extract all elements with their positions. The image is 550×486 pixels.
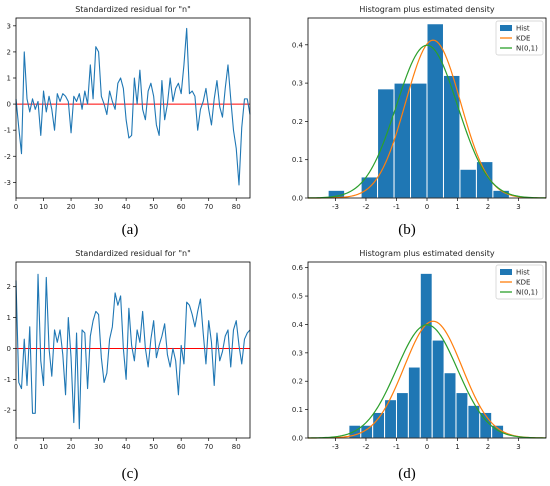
panel-d-histogram-chart: Histogram plus estimated density Hist KDE N… <box>292 249 547 451</box>
legend-label: KDE <box>516 35 530 43</box>
y-tick-label: 0.4 <box>292 41 304 49</box>
y-tick-label: 0.4 <box>292 321 304 329</box>
histogram-bar <box>372 411 386 439</box>
legend-label: Hist <box>516 269 530 277</box>
x-tick-label: -1 <box>393 443 400 451</box>
legend: Hist KDE N(0,1) <box>495 20 544 56</box>
y-tick-label: 3 <box>7 22 11 30</box>
x-tick-label: 30 <box>94 203 103 211</box>
x-tick-label: 50 <box>149 203 158 211</box>
y-tick-label: 0 <box>7 345 11 353</box>
panel-c-residual-chart: Standardized residual for "n"0 10 20 30 40 50… <box>4 249 251 451</box>
y-tick-label: 0.3 <box>292 349 303 357</box>
x-tick-label: 50 <box>149 443 158 451</box>
histogram-bar <box>431 339 445 439</box>
histogram-bar <box>410 82 428 199</box>
y-tick-label: 1 <box>7 314 11 322</box>
kde-curve <box>307 39 547 199</box>
residual-series-line <box>15 27 251 186</box>
y-tick-label: 0.3 <box>292 80 303 88</box>
histogram-bar <box>442 74 461 199</box>
legend-label: KDE <box>516 279 530 287</box>
kde-curve <box>308 320 547 439</box>
histogram-bar <box>443 372 457 439</box>
histogram-bar <box>407 366 421 439</box>
histogram-bar <box>419 272 433 439</box>
x-tick-label: 1 <box>455 443 459 451</box>
x-tick-label: 40 <box>122 443 131 451</box>
y-tick-label: 0.0 <box>292 435 303 443</box>
x-tick-label: -3 <box>332 203 339 211</box>
y-tick-label: 0.1 <box>292 156 303 164</box>
x-tick-label: -2 <box>362 203 369 211</box>
panel-a-residual-chart: Standardized residual for "n"0 10 20 30 40 50… <box>4 5 251 211</box>
x-tick-label: 10 <box>39 203 48 211</box>
histogram-bar <box>459 168 477 199</box>
x-tick-label: 20 <box>67 443 76 451</box>
x-tick-label: -3 <box>332 443 339 451</box>
y-tick-label: -1 <box>4 127 11 135</box>
histogram-bar <box>395 392 409 439</box>
y-tick-label: 0 <box>7 101 11 109</box>
caption-d: (d) <box>398 466 416 482</box>
y-tick-label: -1 <box>4 376 11 384</box>
y-tick-label: 0.6 <box>292 264 304 272</box>
chart-title: Histogram plus estimated density <box>359 5 495 14</box>
x-tick-label: 20 <box>67 203 76 211</box>
y-tick-label: -3 <box>4 179 11 187</box>
legend-label: Hist <box>516 25 530 33</box>
x-tick-label: 0 <box>14 443 18 451</box>
residual-series-line <box>15 273 251 430</box>
y-tick-label: 0.1 <box>292 406 303 414</box>
x-tick-label: 0 <box>425 443 429 451</box>
x-tick-label: 80 <box>232 203 241 211</box>
x-tick-label: -1 <box>393 203 400 211</box>
histogram-bar <box>377 88 395 199</box>
legend-label: N(0,1) <box>516 289 538 297</box>
histogram-bar <box>455 392 469 439</box>
x-tick-label: 30 <box>94 443 103 451</box>
y-tick-label: 2 <box>7 48 11 56</box>
x-tick-label: 70 <box>204 443 213 451</box>
legend-label: N(0,1) <box>516 45 538 53</box>
legend-swatch-hist <box>500 25 512 31</box>
axes-frame <box>15 17 251 199</box>
chart-title: Standardized residual for "n" <box>75 249 191 258</box>
x-tick-label: 60 <box>177 203 186 211</box>
x-tick-label: 60 <box>177 443 186 451</box>
chart-title: Histogram plus estimated density <box>359 249 495 258</box>
y-tick-label: 0.2 <box>292 378 303 386</box>
x-tick-label: 40 <box>122 203 131 211</box>
y-tick-label: 1 <box>7 75 11 83</box>
normal-density-curve <box>307 44 547 199</box>
caption-c: (c) <box>122 466 139 482</box>
y-tick-label: -2 <box>4 407 11 415</box>
x-tick-label: 2 <box>486 203 490 211</box>
caption-b: (b) <box>398 222 416 238</box>
y-tick-label: -2 <box>4 153 11 161</box>
x-tick-label: 80 <box>232 443 241 451</box>
x-tick-label: -2 <box>362 443 369 451</box>
histogram-bar <box>393 82 412 199</box>
x-tick-label: 70 <box>204 203 213 211</box>
y-tick-label: 2 <box>7 283 11 291</box>
x-tick-label: 3 <box>516 203 520 211</box>
legend: Hist KDE N(0,1) <box>495 264 544 300</box>
y-tick-label: 0.5 <box>292 293 303 301</box>
normal-density-curve <box>307 324 547 439</box>
caption-a: (a) <box>122 222 139 238</box>
chart-title: Standardized residual for "n" <box>75 5 191 14</box>
x-tick-label: 2 <box>486 443 490 451</box>
legend-swatch-hist <box>500 269 512 275</box>
y-tick-label: 0.0 <box>292 195 303 203</box>
x-tick-label: 3 <box>516 443 520 451</box>
x-tick-label: 1 <box>455 203 459 211</box>
y-tick-label: 0.2 <box>292 118 303 126</box>
x-tick-label: 10 <box>39 443 48 451</box>
axes-frame <box>15 261 251 439</box>
x-tick-label: 0 <box>14 203 18 211</box>
panel-b-histogram-chart: Histogram plus estimated density Hist KDE N… <box>292 5 547 211</box>
x-tick-label: 0 <box>425 203 429 211</box>
